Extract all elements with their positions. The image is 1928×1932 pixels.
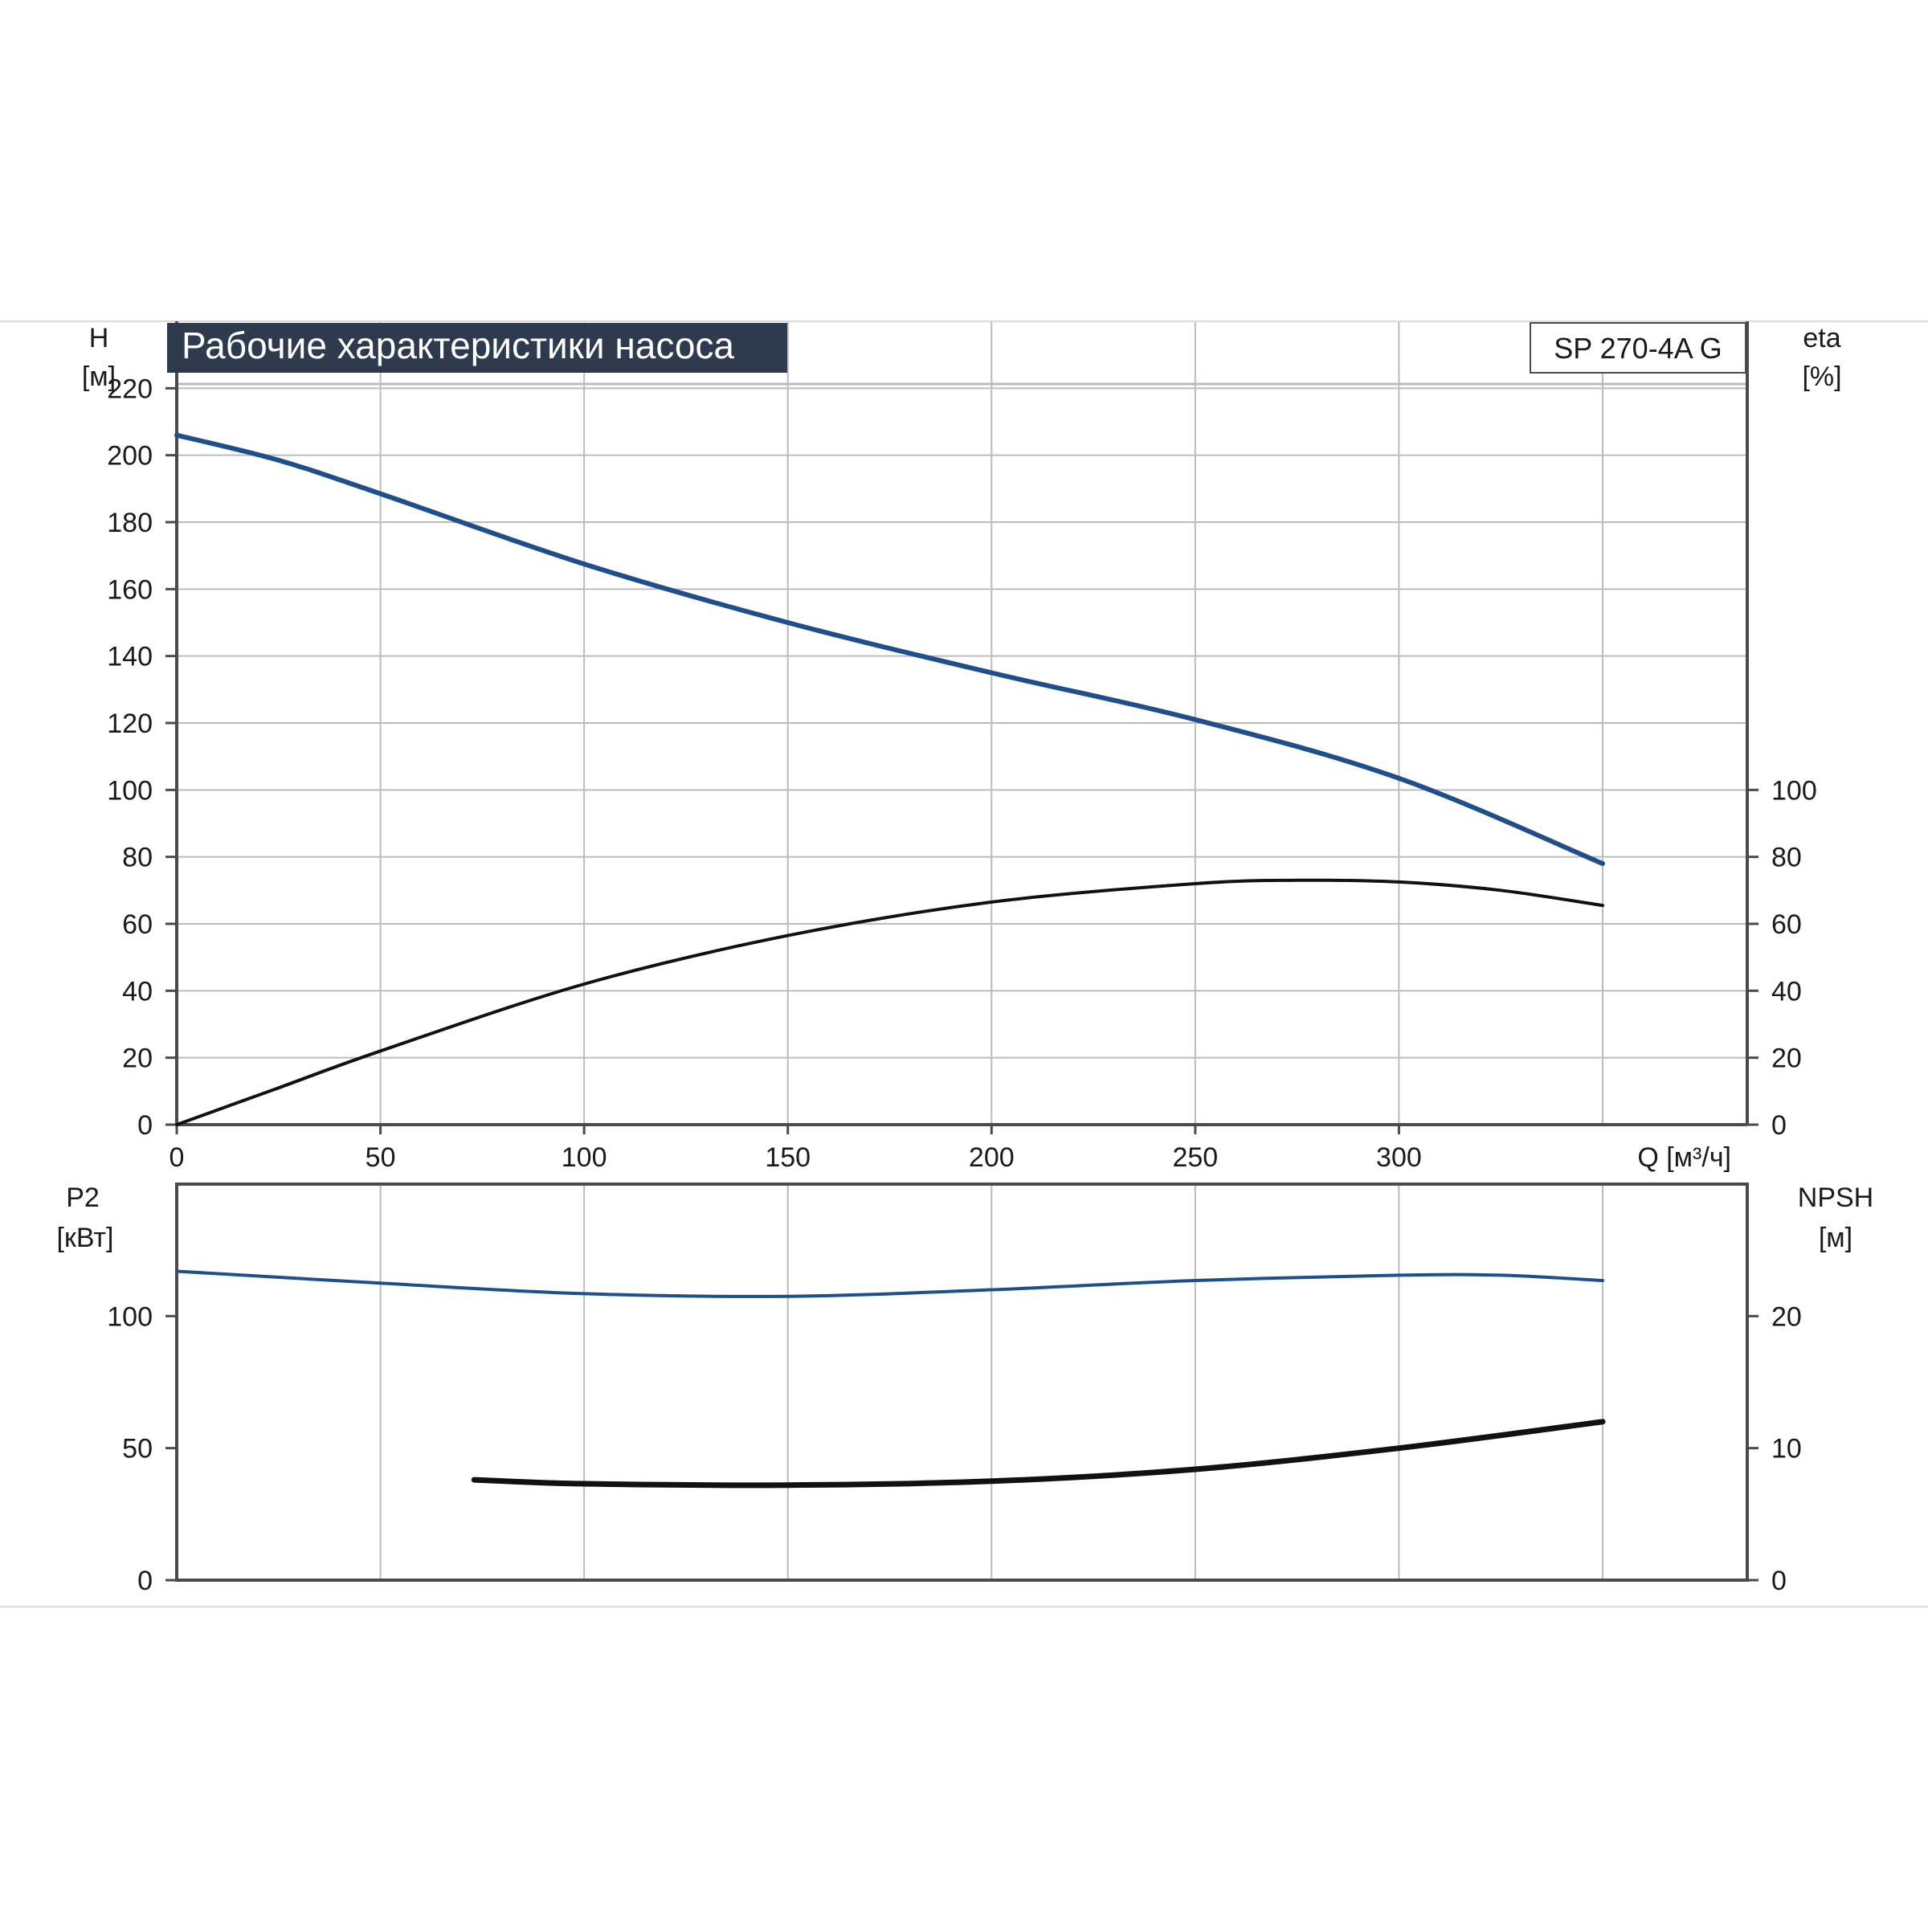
x-tick-label: 0 xyxy=(170,1142,185,1173)
npsh-curve xyxy=(471,1419,1606,1489)
efficiency-curve xyxy=(175,878,1604,1126)
model-badge-box xyxy=(1530,322,1746,374)
top-left-tick-label: 120 xyxy=(107,709,153,739)
bottom-left-axis-title-line1: P2 xyxy=(66,1182,100,1213)
bottom-left-tick-label: 100 xyxy=(107,1301,153,1332)
grid-layer xyxy=(177,321,1747,1580)
top-left-tick-label: 200 xyxy=(107,441,153,472)
bottom-left-tick-label: 50 xyxy=(122,1434,153,1464)
top-right-tick-label: 0 xyxy=(1771,1110,1787,1141)
top-right-axis-title-line2: [%] xyxy=(1802,361,1841,392)
bottom-right-axis-title-line2: [м] xyxy=(1819,1223,1852,1253)
x-tick-label: 300 xyxy=(1376,1142,1422,1173)
frame-layer xyxy=(0,321,1928,1607)
x-tick-label: 250 xyxy=(1172,1142,1218,1173)
top-right-tick-label: 40 xyxy=(1771,976,1802,1007)
top-left-axis-title-line1: H xyxy=(89,323,109,353)
x-tick-label: 150 xyxy=(765,1142,811,1173)
top-left-tick-label: 180 xyxy=(107,508,153,538)
top-right-tick-label: 60 xyxy=(1771,909,1802,940)
top-left-tick-label: 20 xyxy=(122,1044,153,1074)
top-left-tick-label: 160 xyxy=(107,574,153,605)
model-badge-label: SP 270-4A G xyxy=(1554,332,1722,365)
chart-title: Рабочие характеристики насоса xyxy=(182,325,734,366)
top-left-tick-label: 100 xyxy=(107,775,153,806)
bottom-left-axis-title-line2: [кВт] xyxy=(57,1223,114,1253)
top-right-tick-label: 20 xyxy=(1771,1044,1802,1074)
x-axis-title: Q [м³/ч] xyxy=(1637,1142,1731,1173)
bottom-panel-frame xyxy=(175,1182,1749,1582)
top-right-axis-title-line1: eta xyxy=(1803,323,1840,353)
chart-title-banner xyxy=(167,323,787,373)
top-left-tick-label: 40 xyxy=(122,976,153,1007)
bottom-right-tick-label: 10 xyxy=(1771,1434,1802,1464)
top-left-axis-title-line2: [м] xyxy=(82,361,116,392)
bottom-right-axis-title-line1: NPSH xyxy=(1798,1182,1873,1213)
top-right-tick-label: 80 xyxy=(1771,843,1802,873)
bottom-left-tick-label: 0 xyxy=(137,1566,153,1596)
top-left-tick-label: 220 xyxy=(107,374,153,404)
top-left-tick-label: 80 xyxy=(122,843,153,873)
x-tick-label: 200 xyxy=(969,1142,1015,1173)
series-layer xyxy=(174,432,1606,1489)
top-left-tick-label: 140 xyxy=(107,642,153,672)
top-right-tick-label: 100 xyxy=(1771,775,1817,806)
top-left-tick-label: 60 xyxy=(122,909,153,940)
power_p2-curve xyxy=(175,1269,1604,1298)
x-tick-label: 50 xyxy=(366,1142,396,1173)
bottom-right-tick-label: 0 xyxy=(1771,1566,1787,1596)
label-layer: 0204060801001201401601802002200204060801… xyxy=(57,322,1873,1596)
bottom-right-tick-label: 20 xyxy=(1771,1301,1802,1332)
x-tick-label: 100 xyxy=(562,1142,607,1173)
top-left-tick-label: 0 xyxy=(137,1110,153,1141)
head-curve xyxy=(174,432,1605,866)
